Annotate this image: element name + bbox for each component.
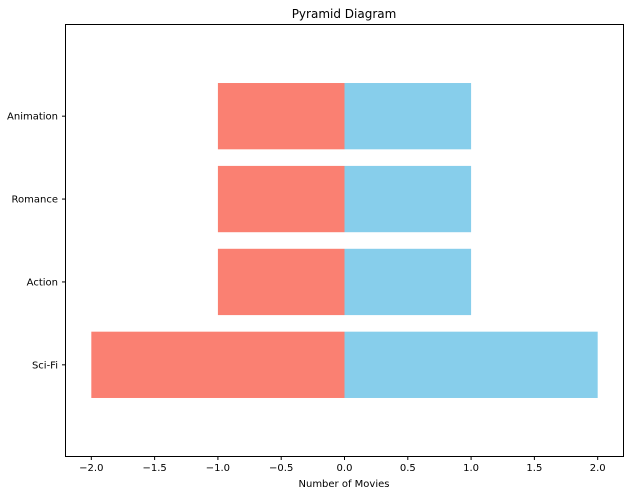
y-tick-label: Action xyxy=(27,277,58,288)
bar-animation-left xyxy=(217,83,345,150)
x-tick-label: 2.0 xyxy=(590,463,606,474)
x-tick-label: 0.5 xyxy=(400,463,416,474)
x-tick-label: −0.5 xyxy=(269,463,293,474)
bar-animation-right xyxy=(344,83,472,150)
bar-romance-left xyxy=(217,165,345,233)
bar-action-right xyxy=(344,248,472,316)
bar-romance-right xyxy=(344,165,472,233)
y-tick-label: Romance xyxy=(12,195,58,206)
x-tick-label: 1.5 xyxy=(526,463,542,474)
bar-sci-fi-left xyxy=(91,331,345,398)
y-tick-label: Animation xyxy=(7,112,58,123)
bars-layer xyxy=(91,83,598,398)
y-tick-label: Sci-Fi xyxy=(32,360,58,371)
x-axis-label: Number of Movies xyxy=(299,479,390,490)
chart-title: Pyramid Diagram xyxy=(292,7,397,21)
plot-frame xyxy=(65,24,624,457)
x-tick-label: 0.0 xyxy=(337,463,353,474)
bar-action-left xyxy=(217,248,345,316)
x-tick-label: 1.0 xyxy=(463,463,479,474)
bar-sci-fi-right xyxy=(344,331,598,398)
x-tick-label: −1.0 xyxy=(206,463,230,474)
x-tick-label: −2.0 xyxy=(79,463,103,474)
x-tick-label: −1.5 xyxy=(142,463,166,474)
